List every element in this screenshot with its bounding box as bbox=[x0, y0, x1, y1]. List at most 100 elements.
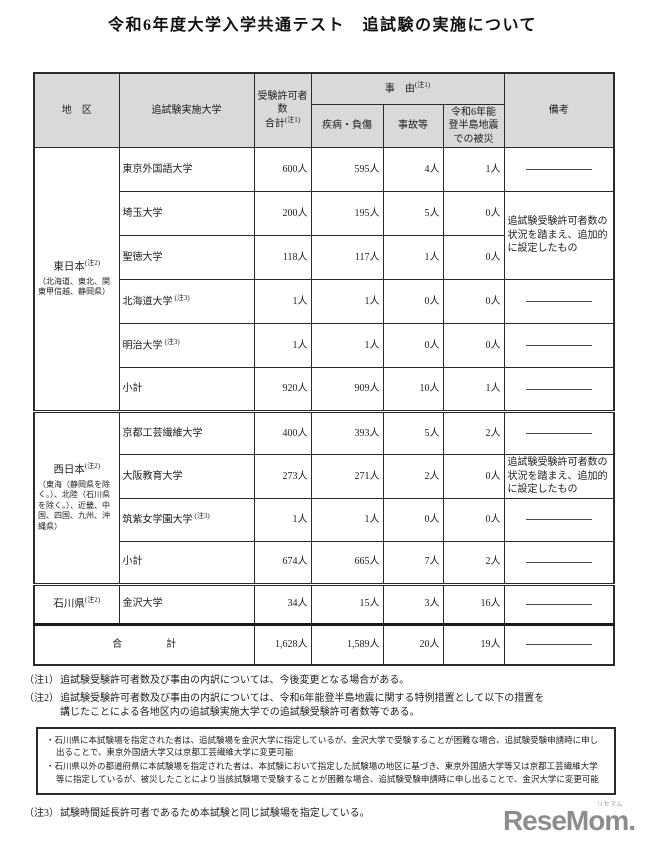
header-reason: 事 由(注1) bbox=[310, 72, 505, 105]
page-title: 令和6年度大学入学共通テスト 追試験の実施について bbox=[107, 17, 538, 34]
university-name: 大阪教育大学 bbox=[118, 454, 255, 499]
university-label: 大阪教育大学 bbox=[122, 470, 183, 482]
subtotal-row-west: 小計 674人 665人 7人 2人 bbox=[34, 540, 615, 585]
header-illness: 疾病・負傷 bbox=[310, 103, 384, 148]
accident-value: 20人 bbox=[382, 622, 444, 666]
region-west-desc: （東海（静岡県を除く。）、北陸（石川県を除く。）、近畿、中国、四国、九州、沖縄県… bbox=[38, 479, 110, 531]
region-cell-ishikawa: 石川県(注2) bbox=[33, 582, 120, 625]
permit-total-value: 1人 bbox=[253, 497, 312, 542]
note-2: （注2） 追試験受験許可者数及び事由の内訳については、令和6年能登半島地震に関す… bbox=[24, 692, 624, 721]
subtotal-row-east: 小計 920人 909人 10人 1人 bbox=[34, 367, 615, 412]
university-label: 埼玉大学 bbox=[122, 207, 163, 219]
illness-value: 393人 bbox=[310, 410, 384, 455]
region-west-note: (注2) bbox=[84, 462, 101, 471]
note-2-line2: 講じたことによる各地区内の追試験実施大学での追試験受験許可者数等である。 bbox=[60, 707, 420, 718]
accident-value: 0人 bbox=[382, 279, 444, 324]
remarks-cell bbox=[503, 147, 615, 192]
grand-total-label-1: 合 bbox=[112, 639, 123, 650]
table-row: 明治大学 (注3) 1人 1人 0人 0人 bbox=[34, 323, 615, 368]
illness-value: 1人 bbox=[310, 323, 384, 368]
header-remarks: 備考 bbox=[503, 72, 615, 148]
permit-total-value: 920人 bbox=[253, 367, 312, 412]
region-cell-east: 東日本(注2) （北海道、東北、関東甲信越、静岡県） bbox=[33, 147, 120, 412]
subtotal-label-cell: 小計 bbox=[118, 540, 255, 585]
box-bullet-2: ・石川県以外の都道府県に本試験場を指定された者は、本試験において指定した試験場の… bbox=[46, 760, 606, 786]
subtotal-label: 小計 bbox=[122, 383, 143, 395]
region-cell-west: 西日本(注2) （東海（静岡県を除く。）、北陸（石川県を除く。）、近畿、中国、四… bbox=[33, 410, 120, 585]
table-row: 石川県(注2) 金沢大学 34人 15人 3人 16人 bbox=[33, 582, 615, 625]
earthquake-value: 0人 bbox=[442, 497, 505, 542]
accident-value: 0人 bbox=[382, 497, 444, 542]
resemom-logo-dot: . bbox=[628, 805, 636, 836]
table-header-row-2: 疾病・負傷 事故等 令和6年能登半島地震での被災 bbox=[34, 103, 614, 148]
table-header-row-1: 地 区 追試験実施大学 受験許可者数 合計(注1) 事 由(注1) 備考 bbox=[33, 72, 615, 148]
permit-total-value: 118人 bbox=[253, 235, 312, 280]
header-accident: 事故等 bbox=[382, 103, 444, 148]
accident-value: 2人 bbox=[382, 454, 444, 499]
dash-line bbox=[525, 644, 592, 646]
accident-value: 3人 bbox=[382, 582, 444, 625]
note-2-label: （注2） bbox=[24, 692, 59, 704]
earthquake-value: 2人 bbox=[442, 410, 505, 455]
box-bullet-1: ・石川県に本試験場を指定された者は、追試験場を金沢大学に指定しているが、金沢大学… bbox=[46, 734, 606, 760]
accident-value: 5人 bbox=[382, 410, 444, 455]
remarks-cell bbox=[503, 497, 615, 542]
accident-value: 0人 bbox=[382, 323, 444, 368]
permit-total-value: 1人 bbox=[253, 279, 312, 324]
university-note: (注3) bbox=[164, 338, 180, 347]
earthquake-value: 1人 bbox=[442, 367, 505, 412]
note-1-label: （注1） bbox=[24, 675, 59, 686]
table-row: 東日本(注2) （北海道、東北、関東甲信越、静岡県） 東京外国語大学 600人 … bbox=[33, 147, 615, 412]
university-name: 埼玉大学 bbox=[118, 191, 255, 236]
resemom-logo: リセマム ReseMom. bbox=[503, 802, 636, 836]
header-earthquake: 令和6年能登半島地震での被災 bbox=[442, 103, 505, 148]
university-name: 筑紫女学園大学 (注3) bbox=[118, 497, 255, 542]
earthquake-value: 0人 bbox=[442, 323, 505, 368]
note-3-label: （注3） bbox=[24, 807, 59, 819]
university-label: 金沢大学 bbox=[122, 598, 163, 610]
dash-line bbox=[525, 345, 592, 346]
university-note: (注3) bbox=[174, 294, 190, 303]
note-1-text: 追試験受験許可者数及び事由の内訳については、今後変更となる場合がある。 bbox=[60, 675, 410, 686]
region-west-name: 西日本 bbox=[53, 464, 85, 476]
note-3-text: 試験時間延長許可者であるため本試験と同じ試験場を指定している。 bbox=[60, 807, 370, 819]
dash-line bbox=[525, 169, 592, 170]
earthquake-value: 0人 bbox=[442, 235, 505, 280]
dash-line bbox=[525, 301, 592, 302]
footnotes: （注1） 追試験受験許可者数及び事由の内訳については、今後変更となる場合がある。… bbox=[24, 674, 624, 824]
region-east-note: (注2) bbox=[84, 259, 101, 268]
table-row: 大阪教育大学 273人 271人 2人 0人 追試験受験許可者数の状況を踏まえ、… bbox=[34, 454, 615, 499]
subtotal-label: 小計 bbox=[122, 556, 143, 568]
permit-total-value: 674人 bbox=[253, 540, 312, 585]
special-measures-box: ・石川県に本試験場を指定された者は、追試験場を金沢大学に指定しているが、金沢大学… bbox=[36, 726, 616, 795]
earthquake-value: 0人 bbox=[442, 191, 505, 236]
permit-total-value: 34人 bbox=[253, 582, 312, 625]
grand-total-label-cell: 合 計 bbox=[33, 622, 255, 666]
note-2-line1: 追試験受験許可者数及び事由の内訳については、令和6年能登半島地震に関する特例措置… bbox=[60, 692, 545, 704]
earthquake-value: 19人 bbox=[442, 622, 505, 666]
note-1: （注1） 追試験受験許可者数及び事由の内訳については、今後変更となる場合がある。 bbox=[24, 674, 624, 689]
university-label: 北海道大学 bbox=[122, 296, 173, 308]
permit-total-value: 1,628人 bbox=[253, 622, 312, 666]
table-row: 埼玉大学 200人 195人 5人 0人 追試験受験許可者数の状況を踏まえ、追加… bbox=[34, 191, 615, 280]
remarks-cell bbox=[503, 323, 615, 368]
dash-line bbox=[525, 561, 592, 563]
university-label: 筑紫女学園大学 bbox=[122, 514, 193, 526]
dash-line bbox=[525, 433, 592, 434]
header-reason-note: (注1) bbox=[414, 81, 431, 90]
remarks-cell bbox=[503, 367, 615, 412]
earthquake-value: 1人 bbox=[442, 147, 505, 192]
illness-value: 1人 bbox=[310, 279, 384, 324]
university-name: 聖徳大学 bbox=[118, 235, 255, 280]
illness-value: 595人 bbox=[310, 147, 384, 192]
university-label: 聖徳大学 bbox=[122, 251, 163, 263]
earthquake-value: 16人 bbox=[442, 582, 505, 625]
illness-value: 665人 bbox=[310, 540, 384, 585]
earthquake-value: 2人 bbox=[442, 540, 505, 585]
permit-total-value: 200人 bbox=[253, 191, 312, 236]
university-name: 東京外国語大学 bbox=[118, 147, 255, 192]
bullet-marker: ・ bbox=[46, 734, 55, 745]
region-east-desc: （北海道、東北、関東甲信越、静岡県） bbox=[38, 276, 110, 297]
permit-total-value: 273人 bbox=[253, 454, 312, 499]
illness-value: 1人 bbox=[310, 497, 384, 542]
